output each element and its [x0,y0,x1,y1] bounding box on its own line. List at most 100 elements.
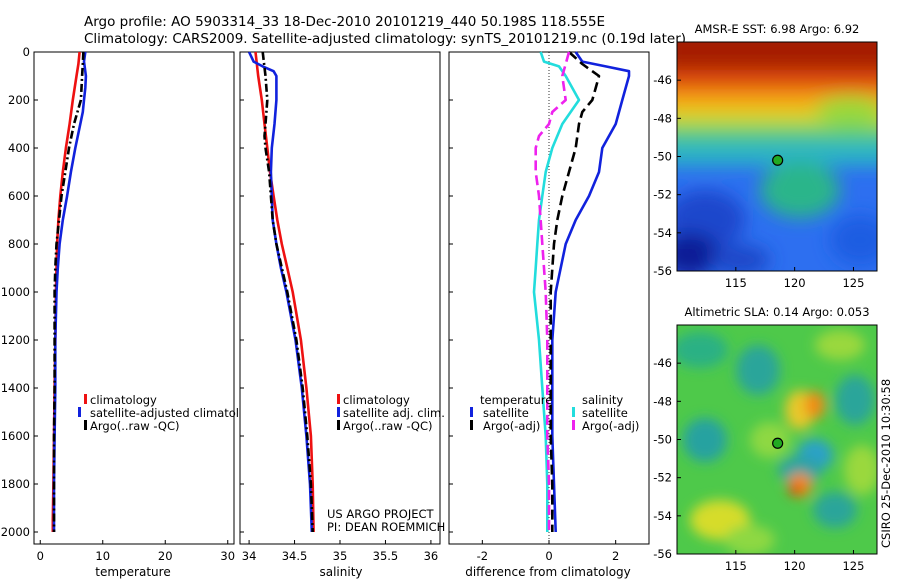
legend-swatch-sal-argo [572,420,575,430]
series-line-temperature-argo-adj [549,51,601,532]
depth-tick-label: 1400 [1,381,30,395]
legend-swatch-satellite-adjusted [78,407,81,417]
depth-tick-label: 0 [23,45,30,59]
legend-label-satellite-adjusted: satellite-adjusted climatolog [90,406,253,420]
series-line-salinity-argo-adj [534,51,571,532]
difference-axis-label: difference from climatology [465,565,631,579]
salinity-x-axis: 34 34.5 35 35.5 36 [240,51,439,563]
legend-swatch-argo [84,420,87,430]
legend-label-climatology: climatology [343,393,410,407]
sla-map-axes: 115 120 125 -46 -48 -50 -52 -54 -56 [653,356,864,573]
salinity-axes-box [239,51,441,545]
legend-label-temp-argo: Argo(-adj) [483,419,540,433]
latitude-tick-label: -54 [653,226,672,240]
depth-tick-label: 800 [8,237,30,251]
legend-swatch-argo [337,420,340,430]
x-tick-label: 0 [37,549,44,563]
sst-map-panel: AMSR-E SST: 6.98 Argo: 6.92 115 120 125 -46… [653,22,878,290]
csiro-timestamp: CSIRO 25-Dec-2010 10:30:58 [879,379,893,548]
latitude-tick-label: -52 [653,471,672,485]
x-tick-label: -2 [477,549,488,563]
pi-label: PI: DEAN ROEMMICH [327,520,445,534]
depth-tick-label: 1600 [1,429,30,443]
salinity-axis-label: salinity [319,565,362,579]
temperature-x-axis: 0 10 20 30 [37,540,235,563]
legend-label-argo: Argo(..raw -QC) [90,419,180,433]
legend-group-salinity: salinity [582,393,623,407]
depth-tick-label: 200 [8,93,30,107]
sla-map-title: Altimetric SLA: 0.14 Argo: 0.053 [684,305,869,319]
x-tick-label: 34.5 [282,549,308,563]
legend-swatch-sal-satellite [572,407,575,417]
x-tick-label: 20 [158,549,173,563]
latitude-tick-label: -56 [653,547,672,561]
project-label: US ARGO PROJECT [327,507,435,521]
x-tick-label: 30 [220,549,235,563]
longitude-tick-label: 125 [842,559,864,573]
latitude-tick-label: -46 [653,73,672,87]
depth-tick-label: 400 [8,141,30,155]
x-tick-label: 34 [242,549,257,563]
legend-swatch-temp-argo [470,420,473,430]
difference-legend: temperature satellite Argo(-adj) salinit… [470,393,639,433]
legend-label-argo: Argo(..raw -QC) [343,419,433,433]
salinity-series [247,51,315,533]
latitude-tick-label: -50 [653,433,672,447]
sst-field [677,42,877,271]
latitude-tick-label: -48 [653,111,672,125]
sla-field [677,325,877,554]
latitude-tick-label: -48 [653,394,672,408]
legend-swatch-climatology [337,394,340,404]
x-tick-label: 0 [545,549,552,563]
longitude-tick-label: 115 [725,276,747,290]
series-line-argo-raw-qc [52,51,85,532]
salinity-legend: climatology satellite adj. clim. Argo(..… [337,393,445,433]
legend-label-sal-argo: Argo(-adj) [582,419,639,433]
legend-label-sal-satellite: satellite [582,406,628,420]
depth-tick-label: 1200 [1,333,30,347]
temperature-axes-box [33,51,235,545]
sst-map-title: AMSR-E SST: 6.98 Argo: 6.92 [695,22,860,36]
sla-map-panel: Altimetric SLA: 0.14 Argo: 0.053 [653,305,878,573]
legend-swatch-satellite-adj [337,407,340,417]
x-tick-label: 36 [424,549,439,563]
header-line-2: Climatology: CARS2009. Satellite-adjuste… [84,31,686,47]
longitude-tick-label: 120 [784,559,806,573]
longitude-tick-label: 120 [784,276,806,290]
depth-tick-label: 600 [8,189,30,203]
sst-map-axes: 115 120 125 -46 -48 -50 -52 -54 -56 [653,73,864,290]
depth-axis: 0 200 400 600 800 1000 1200 1400 1600 1800 2000 [1,45,38,539]
latitude-tick-label: -54 [653,509,672,523]
legend-label-temp-satellite: satellite [483,406,529,420]
x-tick-label: 35.5 [373,549,399,563]
longitude-tick-label: 115 [725,559,747,573]
longitude-tick-label: 125 [842,276,864,290]
legend-swatch-climatology [84,394,87,404]
depth-tick-label: 2000 [1,525,30,539]
series-line-temperature-satellite [550,51,631,533]
temperature-series [51,51,88,532]
legend-label-climatology: climatology [90,393,157,407]
series-line-argo-raw-qc [261,51,314,533]
difference-series [532,51,631,533]
difference-profile-panel: -2 0 2 difference from climatology tempera… [448,51,650,579]
legend-group-temperature: temperature [480,393,552,407]
latitude-tick-label: -50 [653,150,672,164]
x-tick-label: 2 [612,549,619,563]
x-tick-label: 35 [333,549,348,563]
series-line-climatology [254,51,315,533]
temperature-profile-panel: 0 200 400 600 800 1000 1200 1400 1600 1800 2000 0 1… [1,45,254,579]
legend-swatch-temp-satellite [470,407,473,417]
depth-tick-label: 1000 [1,285,30,299]
header-line-1: Argo profile: AO 5903314_33 18-Dec-2010 … [84,14,605,30]
argo-float-marker-sla [772,437,784,449]
latitude-tick-label: -56 [653,264,672,278]
salinity-profile-panel: 34 34.5 35 35.5 36 salinity climatology sate… [239,51,445,579]
temperature-legend: climatology satellite-adjusted climatolo… [78,393,253,433]
legend-label-satellite-adj: satellite adj. clim. [343,406,445,420]
argo-float-marker-sst [772,154,784,166]
latitude-tick-label: -52 [653,188,672,202]
depth-tick-label: 1800 [1,477,30,491]
latitude-tick-label: -46 [653,356,672,370]
